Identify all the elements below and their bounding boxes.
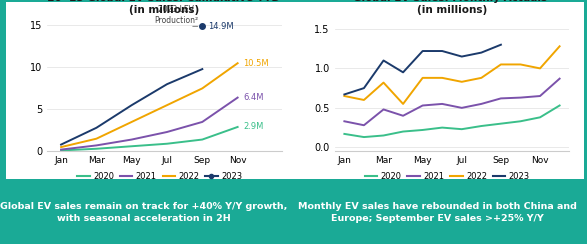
Text: 2023 LEV
Production²: 2023 LEV Production² [154, 5, 198, 25]
Text: 14.9M: 14.9M [208, 22, 233, 31]
Text: 6.4M: 6.4M [243, 93, 264, 102]
Legend: 2020, 2021, 2022, 2023: 2020, 2021, 2022, 2023 [362, 169, 533, 185]
Title: '20-'23 Global EV Sales: Cumulative YTD¹
(in millions): '20-'23 Global EV Sales: Cumulative YTD¹… [44, 0, 285, 15]
Legend: 2020, 2021, 2022, 2023: 2020, 2021, 2022, 2023 [74, 169, 245, 185]
Text: Monthly EV sales have rebounded in both China and
Europe; September EV sales >+2: Monthly EV sales have rebounded in both … [298, 202, 577, 223]
Text: 2.9M: 2.9M [243, 122, 264, 132]
Title: Global EV Sales: Monthly Actuals¹
(in millions): Global EV Sales: Monthly Actuals¹ (in mi… [353, 0, 551, 15]
Text: Global EV sales remain on track for +40% Y/Y growth,
with seasonal acceleration : Global EV sales remain on track for +40%… [0, 202, 288, 223]
Text: 10.5M: 10.5M [243, 59, 268, 68]
